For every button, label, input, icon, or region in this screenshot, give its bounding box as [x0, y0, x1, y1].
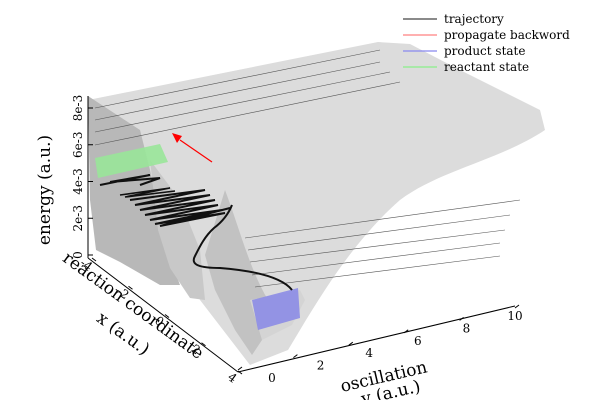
axes — [87, 96, 516, 373]
y-tick-mark — [459, 316, 464, 321]
legend-label: trajectory — [444, 12, 504, 26]
x-tick-mark — [128, 285, 133, 290]
surface-left-wall — [88, 96, 180, 285]
z-tick-label: 4e-3 — [71, 168, 85, 194]
legend-label: propagate backword — [444, 28, 570, 42]
z-tick-label: 8e-3 — [71, 95, 85, 121]
legend-entry: trajectory — [403, 12, 504, 26]
y-tick-label: 6 — [414, 334, 422, 348]
x-tick-label: 4 — [225, 370, 240, 386]
reactant-state-band — [95, 144, 168, 178]
z-tick-label: 6e-3 — [71, 132, 85, 158]
legend-label: reactant state — [444, 60, 529, 74]
z-tick-label: 2e-3 — [71, 205, 85, 231]
legend-entry: product state — [403, 44, 525, 58]
product-state-band — [252, 288, 300, 330]
y-tick-label: 0 — [268, 371, 276, 385]
trajectory-scribble-upper — [119, 187, 176, 198]
z-axis-label: energy (a.u.) — [35, 135, 55, 245]
y-tick-label: 8 — [463, 321, 471, 335]
z-tick-label: 0 — [71, 251, 85, 259]
trajectory-curve — [99, 174, 293, 291]
x-tick-mark — [201, 342, 206, 347]
legend-label: product state — [444, 44, 525, 58]
x-axis-line — [87, 257, 239, 373]
legend: trajectory propagate backword product stat… — [403, 12, 570, 74]
propagate-backward-arrow — [172, 133, 213, 163]
x-tick-mark — [237, 370, 243, 375]
y-tick-label: 2 — [317, 359, 325, 373]
surface-gridlines — [94, 49, 521, 288]
y-tick-label: 4 — [365, 346, 373, 360]
y-tick-mark — [293, 354, 298, 359]
y-axis-line — [237, 305, 516, 373]
x-tick-mark — [91, 257, 97, 262]
y-tick-mark — [348, 341, 354, 346]
legend-entry: reactant state — [403, 60, 529, 74]
y-tick-mark — [403, 329, 409, 334]
y-tick-mark — [237, 366, 243, 371]
legend-entry: propagate backword — [403, 28, 570, 42]
x-tick-mark — [164, 314, 170, 318]
surface-right-ridge — [205, 190, 268, 355]
y-tick-label: 10 — [507, 309, 522, 323]
y-tick-mark — [514, 304, 520, 309]
